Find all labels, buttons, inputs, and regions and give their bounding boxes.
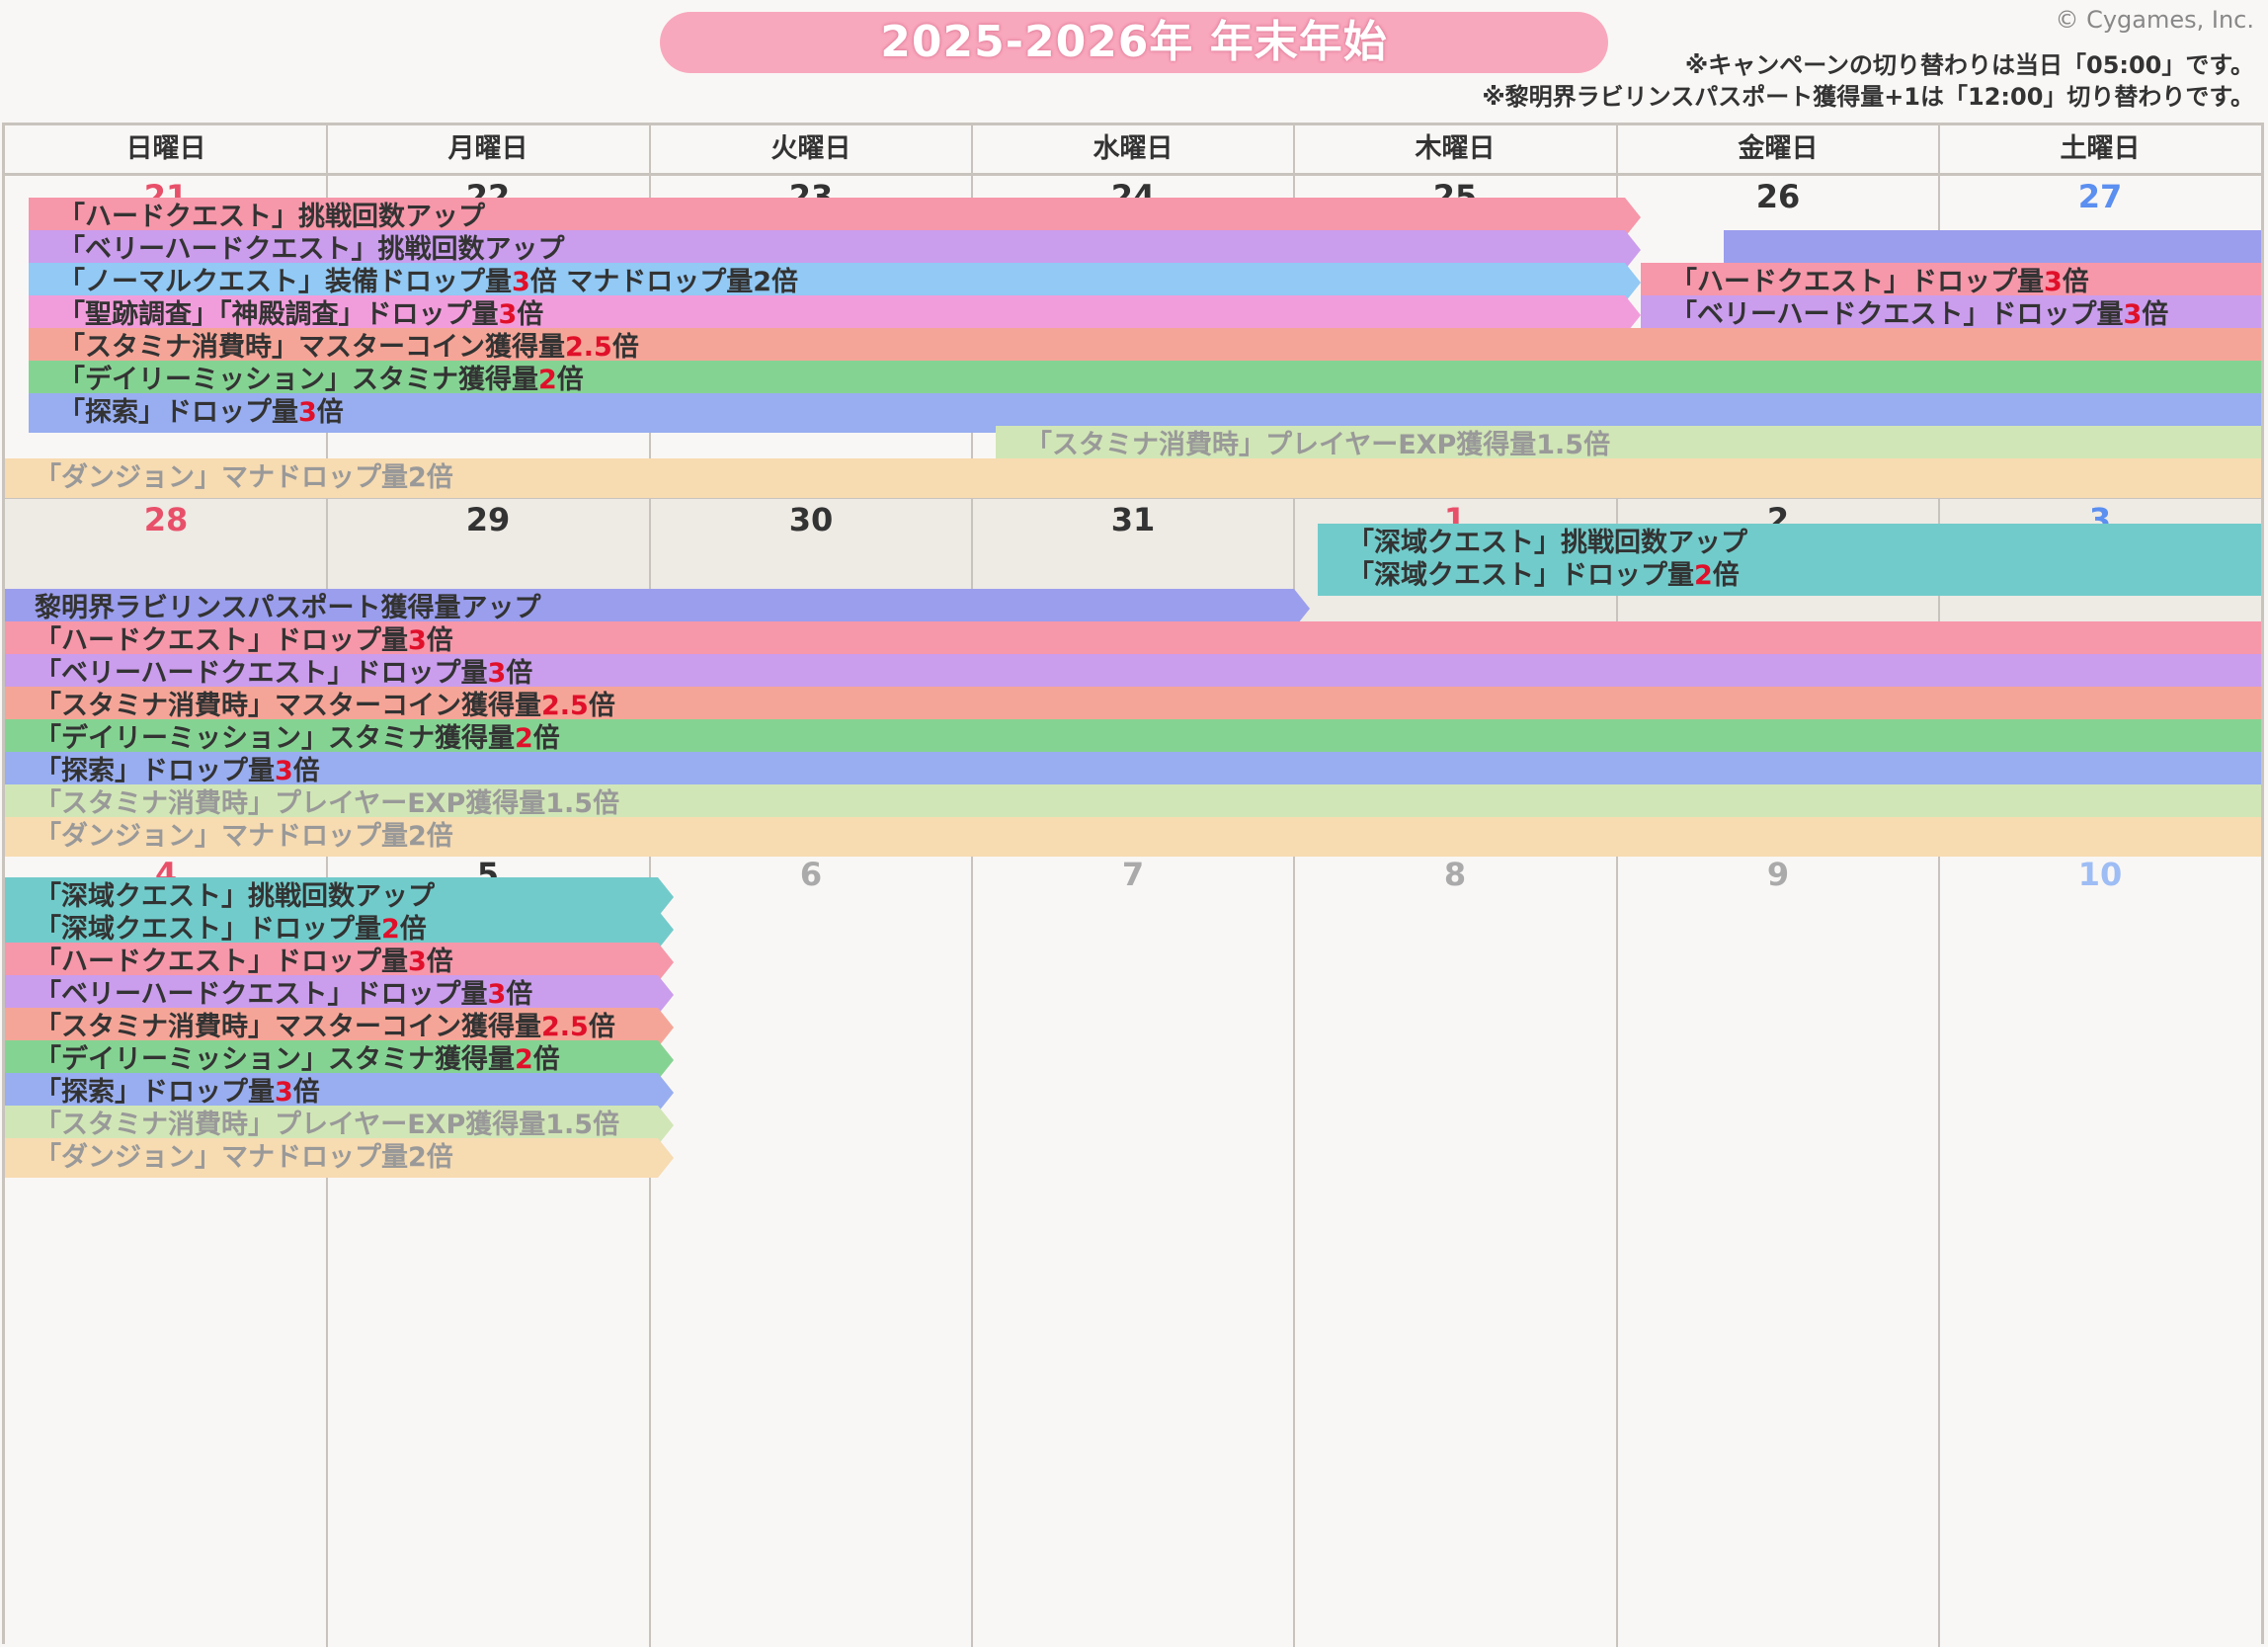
- multiplier-highlight: 2.5: [565, 332, 612, 363]
- multiplier-highlight: 2: [515, 1044, 533, 1075]
- campaign-text: 「探索」ドロップ量: [35, 756, 275, 786]
- multiplier-highlight: 3: [408, 947, 427, 977]
- campaign-text-suffix: 倍: [517, 299, 544, 330]
- day-column-divider: [971, 125, 973, 1647]
- campaign-text-suffix: 倍: [426, 947, 453, 977]
- weekday-header: 土曜日: [1939, 125, 2261, 176]
- weekday-header: 木曜日: [1294, 125, 1616, 176]
- day-column-divider: [1616, 125, 1618, 1647]
- date-number: 8: [1443, 856, 1467, 893]
- multiplier-highlight: 3: [275, 1077, 293, 1108]
- campaign-text: 「深域クエスト」ドロップ量: [35, 914, 381, 945]
- campaign-text: 「スタミナ消費時」マスターコイン獲得量: [58, 332, 565, 363]
- date-number: 7: [1121, 856, 1145, 893]
- campaign-text: 「デイリーミッション」スタミナ獲得量: [35, 723, 515, 754]
- campaign-text-suffix: 倍: [426, 625, 453, 656]
- campaign-text-suffix: 倍: [2062, 267, 2089, 297]
- date-number: 27: [2077, 178, 2123, 215]
- campaign-text: 「ベリーハードクエスト」ドロップ量: [35, 979, 488, 1010]
- switch-time-note: ※キャンペーンの切り替わりは当日「05:00」です。: [1684, 51, 2254, 79]
- campaign-text-suffix: 倍: [506, 658, 533, 689]
- multiplier-highlight: 2: [538, 365, 557, 395]
- date-number: 31: [1110, 501, 1156, 538]
- campaign-text: 「デイリーミッション」スタミナ獲得量: [58, 365, 538, 395]
- campaign-bar: 「ダンジョン」マナドロップ量2倍: [5, 1138, 674, 1178]
- date-number: 28: [143, 501, 189, 538]
- multiplier-highlight: 3: [498, 299, 518, 330]
- campaign-text: 「探索」ドロップ量: [58, 397, 298, 428]
- multiplier-highlight: 3: [2044, 267, 2063, 297]
- multiplier-highlight: 3: [512, 267, 530, 297]
- campaign-text-suffix: 倍: [292, 756, 320, 786]
- campaign-text-suffix: 倍: [556, 365, 584, 395]
- multiplier-highlight: 3: [408, 625, 427, 656]
- campaign-text: 「ダンジョン」マナドロップ量2倍: [35, 821, 453, 852]
- weekday-header: 金曜日: [1617, 125, 1939, 176]
- campaign-text-suffix: 倍: [2142, 299, 2169, 330]
- multiplier-highlight: 3: [298, 397, 317, 428]
- multiplier-highlight: 3: [2123, 299, 2143, 330]
- campaign-text-suffix: 倍: [316, 397, 344, 428]
- campaign-text-suffix: 倍: [506, 979, 533, 1010]
- campaign-text-suffix: 倍: [399, 914, 427, 945]
- campaign-text-suffix: 倍: [532, 1044, 560, 1075]
- campaign-bar: 「深域クエスト」ドロップ量2倍: [1318, 556, 2261, 596]
- multiplier-highlight: 3: [275, 756, 293, 786]
- multiplier-highlight: 2: [515, 723, 533, 754]
- campaign-text: 「スタミナ消費時」マスターコイン獲得量: [35, 1012, 541, 1042]
- date-number: 30: [788, 501, 834, 538]
- campaign-text: 「ベリーハードクエスト」挑戦回数アップ: [58, 234, 565, 265]
- calendar-title: 2025-2026年 年末年始: [660, 12, 1608, 73]
- campaign-text-suffix: 倍: [588, 1012, 615, 1042]
- campaign-text: 「ハードクエスト」挑戦回数アップ: [58, 202, 485, 232]
- date-number: 6: [799, 856, 823, 893]
- multiplier-highlight: 3: [487, 658, 507, 689]
- multiplier-highlight: 2.5: [541, 691, 589, 721]
- campaign-text: 「デイリーミッション」スタミナ獲得量: [35, 1044, 515, 1075]
- multiplier-highlight: 2.5: [541, 1012, 589, 1042]
- multiplier-highlight: 2: [381, 914, 400, 945]
- campaign-text: 「ハードクエスト」ドロップ量: [1670, 267, 2044, 297]
- campaign-bar: 「ダンジョン」マナドロップ量2倍: [5, 817, 2261, 857]
- date-number: 26: [1755, 178, 1801, 215]
- campaign-text-suffix: 倍: [292, 1077, 320, 1108]
- multiplier-highlight: 2: [1694, 560, 1713, 591]
- date-number: 9: [1766, 856, 1790, 893]
- passport-switch-note: ※黎明界ラビリンスパスポート獲得量+1は「12:00」切り替わりです。: [1482, 83, 2254, 111]
- campaign-text-suffix: 倍: [532, 723, 560, 754]
- date-number: 29: [465, 501, 511, 538]
- multiplier-highlight: 3: [487, 979, 507, 1010]
- campaign-text: 黎明界ラビリンスパスポート獲得量アップ: [35, 593, 541, 623]
- campaign-text-suffix: 倍: [611, 332, 639, 363]
- campaign-text-suffix: 倍: [1712, 560, 1740, 591]
- day-column-divider: [1293, 125, 1295, 1647]
- day-column-divider: [1938, 125, 1940, 1647]
- campaign-text: 「ベリーハードクエスト」ドロップ量: [1670, 299, 2124, 330]
- campaign-text: 「スタミナ消費時」プレイヤーEXP獲得量1.5倍: [1025, 430, 1611, 460]
- campaign-text: 「ダンジョン」マナドロップ量2倍: [35, 462, 453, 493]
- campaign-calendar: 日曜日 月曜日 火曜日 水曜日 木曜日 金曜日 土曜日 21 22 23 24 25 26 27 「ハードク…: [2, 123, 2264, 1647]
- campaign-text: 「深域クエスト」ドロップ量: [1347, 560, 1694, 591]
- campaign-text: 「ハードクエスト」ドロップ量: [35, 625, 408, 656]
- campaign-text: 「深域クエスト」挑戦回数アップ: [1347, 528, 1747, 558]
- weekday-header: 日曜日: [5, 125, 327, 176]
- campaign-text-suffix: 倍 マナドロップ量2倍: [529, 267, 798, 297]
- campaign-text: 「スタミナ消費時」プレイヤーEXP獲得量1.5倍: [35, 1110, 620, 1140]
- campaign-text: 「ダンジョン」マナドロップ量2倍: [35, 1142, 453, 1173]
- campaign-text: 「スタミナ消費時」プレイヤーEXP獲得量1.5倍: [35, 788, 620, 819]
- copyright-text: © Cygames, Inc.: [2055, 6, 2254, 34]
- campaign-text: 「ノーマルクエスト」装備ドロップ量: [58, 267, 512, 297]
- weekday-header: 水曜日: [972, 125, 1294, 176]
- campaign-text: 「探索」ドロップ量: [35, 1077, 275, 1108]
- campaign-text: 「スタミナ消費時」マスターコイン獲得量: [35, 691, 541, 721]
- weekday-header: 月曜日: [327, 125, 649, 176]
- campaign-text: 「ハードクエスト」ドロップ量: [35, 947, 408, 977]
- campaign-text-suffix: 倍: [588, 691, 615, 721]
- date-number: 10: [2077, 856, 2123, 893]
- campaign-text: 「聖跡調査」「神殿調査」ドロップ量: [58, 299, 499, 330]
- campaign-text: 「ベリーハードクエスト」ドロップ量: [35, 658, 488, 689]
- weekday-header: 火曜日: [650, 125, 972, 176]
- campaign-text: 「深域クエスト」挑戦回数アップ: [35, 881, 435, 912]
- campaign-bar: 「ダンジョン」マナドロップ量2倍: [5, 458, 2261, 498]
